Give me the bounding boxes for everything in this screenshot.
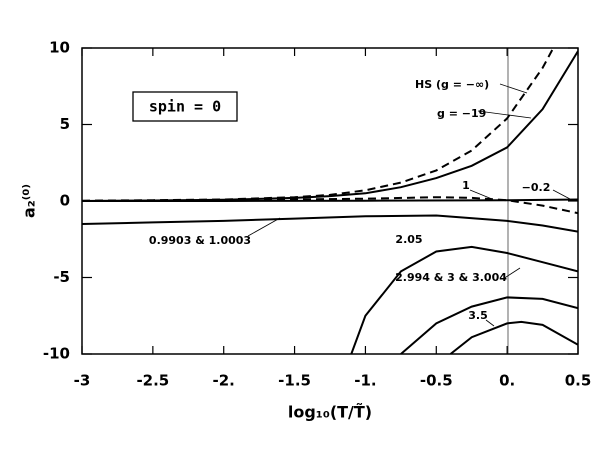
series-label: −0.2 [522, 181, 551, 194]
series-label: 2.05 [395, 233, 422, 246]
series-label: 1 [462, 179, 470, 192]
y-axis-label: a₂⁽⁰⁾ [20, 184, 39, 218]
y-tick-label: 0 [60, 192, 70, 210]
y-tick-label: 10 [49, 39, 70, 57]
series-line [82, 48, 555, 202]
series-line [82, 50, 578, 202]
y-tick-label: -5 [53, 268, 70, 286]
series-line [400, 296, 578, 354]
series-label: 0.9903 & 1.0003 [149, 234, 251, 247]
series-line [82, 196, 578, 215]
leader-line [477, 110, 532, 119]
x-tick-label: -2.5 [136, 372, 169, 390]
x-tick-label: -1.5 [278, 372, 311, 390]
x-tick-label: -1. [354, 372, 376, 390]
leader-line [552, 189, 571, 200]
series-line [350, 245, 578, 354]
series-label: g = −19 [437, 107, 486, 120]
y-tick-label: -10 [43, 345, 70, 363]
x-tick-label: -0.5 [420, 372, 453, 390]
series-line [82, 214, 578, 233]
annotation: spin = 0 [149, 98, 221, 116]
series-line [82, 198, 578, 202]
x-tick-label: 0.5 [565, 372, 592, 390]
x-tick-label: -2. [213, 372, 235, 390]
x-axis-label: log₁₀(T/T̃) [288, 403, 372, 422]
annotation-box [132, 91, 238, 122]
y-tick-label: 5 [60, 115, 70, 133]
series-label: 2.994 & 3 & 3.004 [395, 271, 507, 284]
series-label: HS (g = −∞) [415, 78, 489, 91]
leader-line [247, 217, 281, 237]
series-label: 3.5 [468, 309, 488, 322]
leader-line [499, 83, 528, 94]
x-tick-label: 0. [499, 372, 515, 390]
leader-line [485, 319, 495, 327]
x-tick-label: -3 [74, 372, 91, 390]
leader-line [469, 189, 493, 200]
series-line [449, 320, 578, 354]
leader-line [502, 267, 521, 280]
